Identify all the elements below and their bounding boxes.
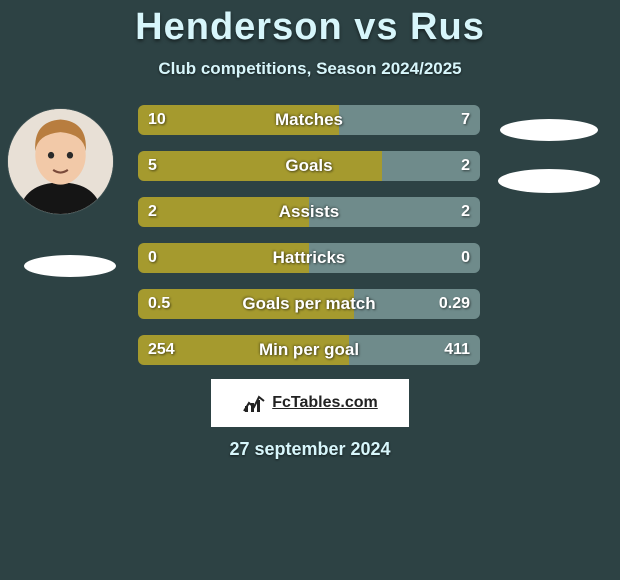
stat-row: 10 7 Matches [138,105,480,135]
bar-track [138,151,480,181]
bar-right [349,335,480,365]
bar-right [354,289,480,319]
bar-track [138,335,480,365]
stat-row: 254 411 Min per goal [138,335,480,365]
bar-right [309,197,480,227]
decor-ellipse-left [24,255,116,277]
chart-icon [242,391,266,415]
bar-left [138,289,354,319]
bar-track [138,289,480,319]
bar-track [138,197,480,227]
stat-row: 5 2 Goals [138,151,480,181]
comparison-bars: 10 7 Matches 5 2 Goals 2 2 Assists 0 0 H… [138,105,480,381]
decor-ellipse-right-1 [500,119,598,141]
bar-right [309,243,480,273]
player-left-avatar [8,109,113,214]
page-subtitle: Club competitions, Season 2024/2025 [158,59,461,79]
avatar-svg [8,109,113,214]
bar-track [138,243,480,273]
decor-ellipse-right-2 [498,169,600,193]
bar-left [138,105,339,135]
layout: 10 7 Matches 5 2 Goals 2 2 Assists 0 0 H… [0,79,620,580]
content-root: Henderson vs Rus Club competitions, Seas… [0,0,620,580]
page-title: Henderson vs Rus [135,6,485,49]
bar-left [138,151,382,181]
stat-row: 0.5 0.29 Goals per match [138,289,480,319]
bar-left [138,197,309,227]
stat-row: 0 0 Hattricks [138,243,480,273]
bar-left [138,243,309,273]
date-text: 27 september 2024 [0,439,620,460]
stat-row: 2 2 Assists [138,197,480,227]
bar-left [138,335,349,365]
source-badge-text: FcTables.com [272,394,378,412]
source-badge[interactable]: FcTables.com [211,379,409,427]
bar-right [382,151,480,181]
bar-right [339,105,480,135]
bar-track [138,105,480,135]
